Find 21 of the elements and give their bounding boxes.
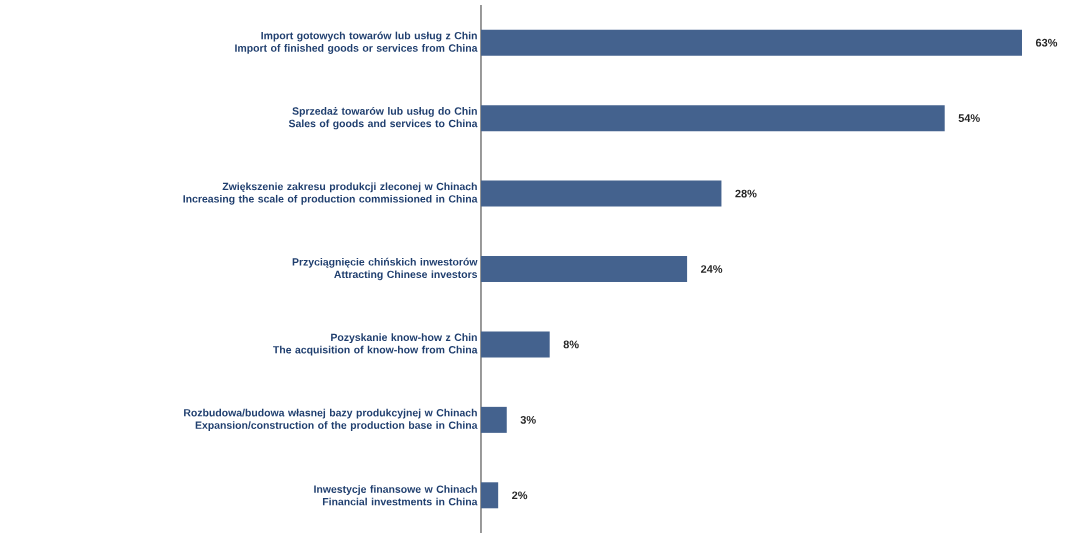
- bar: [480, 256, 688, 282]
- data-label: 24%: [700, 265, 723, 273]
- y-tick-label: Rozbudowa/budowa własnej bazy produkcyjnej w Chinach Expansion/construction of the production base in China: [184, 408, 478, 431]
- y-tick-label: Przyciągnięcie chińskich inwestorów Attracting Chinese investors: [292, 257, 478, 281]
- data-label: 63%: [1035, 38, 1058, 47]
- data-label: 54%: [958, 114, 980, 123]
- bar: [480, 105, 945, 132]
- data-label: 28%: [735, 189, 757, 198]
- data-label: 2%: [512, 491, 528, 500]
- bar: [480, 29, 1022, 56]
- bar: [480, 331, 550, 358]
- bar: [480, 180, 722, 207]
- y-tick-label: Zwiększenie zakresu produkcji zleconej w Chinach Increasing the scale of production commissioned in China: [183, 182, 478, 205]
- y-tick-label: Sprzedaż towarów lub usług do Chin Sales of goods and services to China: [288, 106, 478, 130]
- y-tick-label: Inwestycje finansowe w Chinach Financial investments in China: [314, 485, 478, 506]
- bar: [480, 406, 507, 433]
- data-label: 8%: [563, 340, 579, 349]
- y-tick-label: Import gotowych towarów lub usług z Chin Import of finished goods or services from China: [235, 31, 478, 54]
- data-label: 3%: [520, 415, 536, 424]
- y-tick-label: Pozyskanie know-how z Chin The acquisition of know-how from China: [273, 333, 478, 356]
- bar: [480, 482, 499, 509]
